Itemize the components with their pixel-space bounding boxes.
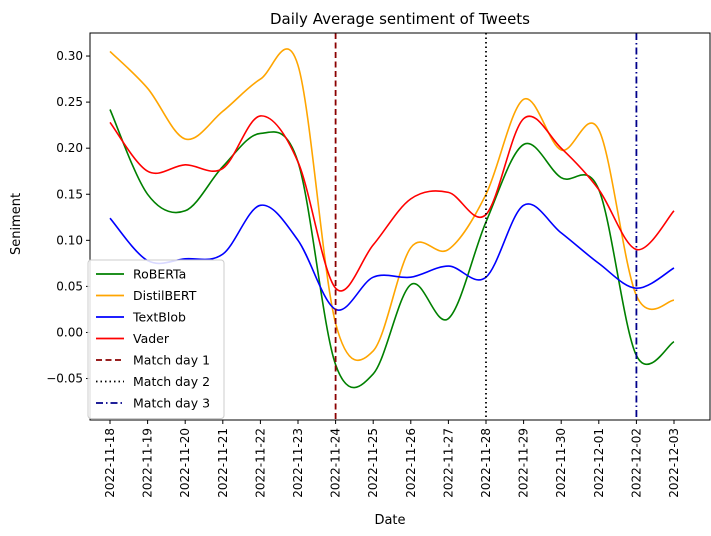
legend-label: RoBERTa	[133, 267, 186, 282]
x-tick-label: 2022-11-21	[216, 428, 230, 498]
x-tick-label: 2022-12-03	[667, 428, 681, 498]
series-line-distilbert	[109, 48, 675, 362]
chart-title: Daily Average sentiment of Tweets	[270, 10, 530, 28]
x-tick-label: 2022-11-27	[441, 428, 455, 498]
x-tick-label: 2022-12-02	[629, 428, 643, 498]
x-tick-label: 2022-11-23	[291, 428, 305, 498]
y-tick-label: −0.05	[46, 372, 83, 386]
legend-label: TextBlob	[132, 310, 186, 325]
x-tick-label: 2022-11-29	[517, 428, 531, 498]
y-tick-label: 0.05	[56, 279, 83, 293]
x-tick-label: 2022-11-30	[554, 428, 568, 498]
y-axis-label: Seniment	[9, 193, 24, 255]
series-line-vader	[109, 115, 675, 292]
x-tick-label: 2022-11-22	[253, 428, 267, 498]
x-axis-ticks: 2022-11-18 2022-11-19 2022-11-20 2022-11-21…	[103, 420, 681, 498]
legend: RoBERTa DistilBERT TextBlob Vader Match day …	[87, 259, 225, 419]
series-line-textblob	[109, 203, 675, 311]
x-tick-label: 2022-11-25	[366, 428, 380, 498]
x-tick-label: 2022-11-26	[404, 428, 418, 498]
x-tick-label: 2022-11-19	[141, 428, 155, 498]
plot-lines	[109, 48, 675, 389]
x-tick-label: 2022-11-24	[329, 428, 343, 498]
legend-label: DistilBERT	[133, 288, 197, 303]
x-axis-label: Date	[374, 513, 405, 528]
x-tick-label: 2022-11-20	[178, 428, 192, 498]
y-axis-ticks: 0.30 0.25 0.20 0.15 0.10 0.05 0.00 −0.05	[46, 49, 90, 386]
y-tick-label: 0.20	[56, 141, 83, 155]
plot-frame	[89, 32, 711, 421]
y-tick-label: 0.10	[56, 233, 83, 247]
legend-label: Match day 2	[133, 374, 210, 389]
y-tick-label: 0.25	[56, 95, 83, 109]
plot-area	[109, 33, 675, 420]
legend-label: Vader	[133, 331, 170, 346]
legend-box	[87, 259, 225, 419]
series-line-roberta	[109, 109, 675, 389]
x-tick-label: 2022-11-28	[479, 428, 493, 498]
y-tick-label: 0.00	[56, 325, 83, 339]
x-tick-label: 2022-12-01	[592, 428, 606, 498]
legend-label: Match day 3	[133, 396, 210, 411]
y-tick-label: 0.30	[56, 49, 83, 63]
legend-label: Match day 1	[133, 353, 210, 368]
y-tick-label: 0.15	[56, 187, 83, 201]
x-tick-label: 2022-11-18	[103, 428, 117, 498]
